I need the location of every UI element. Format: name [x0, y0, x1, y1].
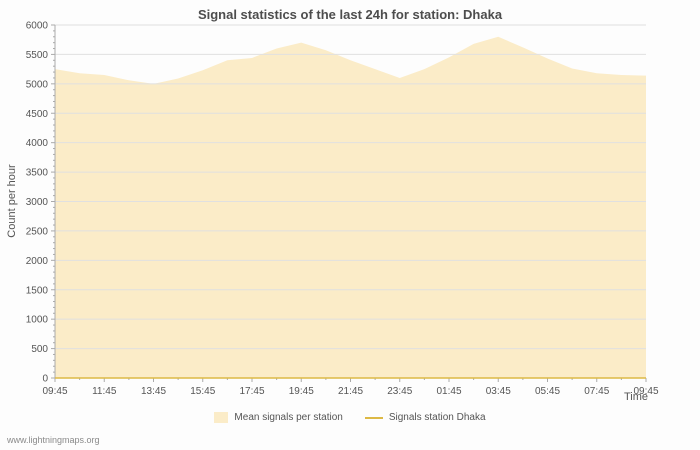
svg-text:3000: 3000: [26, 197, 49, 208]
svg-text:1000: 1000: [26, 315, 49, 326]
svg-text:2500: 2500: [26, 226, 49, 237]
svg-text:07:45: 07:45: [584, 386, 609, 397]
svg-text:0: 0: [42, 374, 48, 385]
svg-text:19:45: 19:45: [289, 386, 314, 397]
y-axis-label: Count per hour: [6, 164, 18, 238]
legend-label-dhaka: Signals station Dhaka: [388, 412, 486, 423]
legend-label-mean: Mean signals per station: [234, 412, 343, 423]
svg-text:3500: 3500: [26, 168, 49, 179]
svg-text:4500: 4500: [26, 109, 49, 120]
svg-text:4000: 4000: [26, 138, 49, 149]
svg-text:05:45: 05:45: [535, 386, 560, 397]
page-title: Signal statistics of the last 24h for st…: [197, 7, 503, 22]
svg-text:2000: 2000: [26, 256, 49, 267]
svg-text:09:45: 09:45: [633, 386, 658, 397]
svg-text:23:45: 23:45: [387, 386, 412, 397]
svg-text:6000: 6000: [26, 21, 49, 32]
svg-text:11:45: 11:45: [92, 386, 117, 397]
svg-text:5000: 5000: [26, 79, 49, 90]
svg-text:17:45: 17:45: [239, 386, 264, 397]
svg-text:09:45: 09:45: [42, 386, 67, 397]
legend-item-dhaka: Signals station Dhaka: [364, 412, 486, 423]
x-axis-label: Time: [623, 391, 648, 403]
svg-text:03:45: 03:45: [486, 386, 511, 397]
watermark: www.lightningmaps.org: [7, 435, 100, 445]
svg-text:1500: 1500: [26, 285, 49, 296]
svg-text:21:45: 21:45: [338, 386, 363, 397]
legend-line-swatch: [364, 416, 383, 419]
svg-text:5500: 5500: [26, 50, 49, 61]
legend-item-mean: Mean signals per station: [214, 412, 343, 423]
svg-text:01:45: 01:45: [436, 386, 461, 397]
legend-area-swatch: [214, 412, 229, 423]
svg-text:15:45: 15:45: [190, 386, 215, 397]
svg-text:500: 500: [31, 344, 48, 355]
svg-text:13:45: 13:45: [141, 386, 166, 397]
legend: Mean signals per station Signals station…: [0, 412, 700, 423]
